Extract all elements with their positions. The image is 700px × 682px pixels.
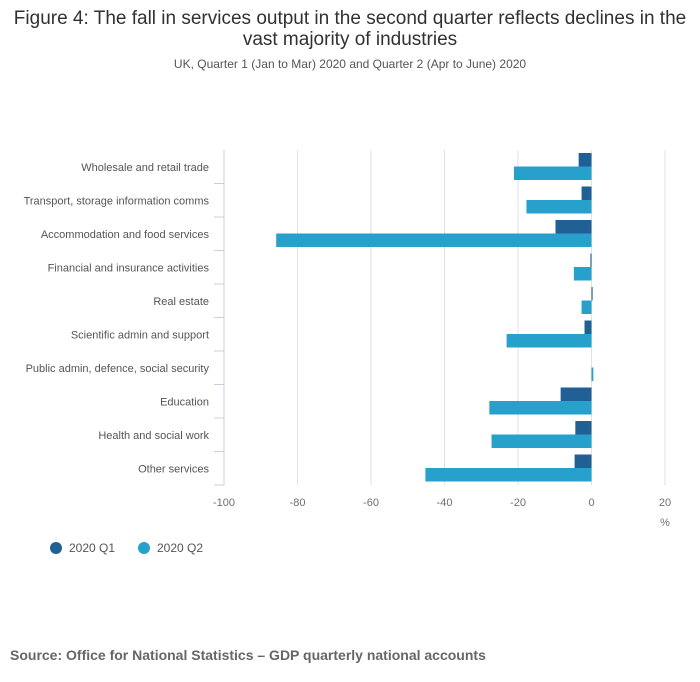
bar-q2 [581,300,592,314]
bar-q2 [526,200,592,214]
chart-title: Figure 4: The fall in services output in… [13,8,687,50]
bar-q2 [276,233,592,247]
category-label: Accommodation and food services [41,229,210,241]
category-label: Real estate [153,296,209,308]
bar-q1 [590,253,592,267]
x-axis-label: % [660,517,670,529]
legend-marker-q1 [50,542,62,554]
legend-marker-q2 [138,542,150,554]
legend-label-q1: 2020 Q1 [69,541,116,555]
bar-q1 [555,220,592,234]
category-label: Health and social work [98,430,209,442]
legend-label-q2: 2020 Q2 [157,541,204,555]
bar-q1 [575,421,592,435]
x-tick-label: 0 [588,497,594,509]
bar-q2 [506,334,592,348]
category-label: Financial and insurance activities [48,262,210,274]
bar-chart: -100 -80 -60 -40 -20 0 20% Wholesale and retail… [24,150,671,529]
x-tick-label: 20 [659,497,671,509]
source-note: Source: Office for National Statistics –… [10,647,486,663]
bar-q1 [581,186,592,200]
category-label: Education [160,396,209,408]
category-label: Other services [138,463,209,475]
bar-q2 [491,434,592,448]
bar-q2 [489,401,592,415]
category-label: Wholesale and retail trade [81,162,209,174]
chart-subtitle: UK, Quarter 1 (Jan to Mar) 2020 and Quar… [173,57,527,71]
x-tick-label: -20 [510,497,526,509]
x-tick-label: -40 [437,497,453,509]
category-label: Transport, storage information comms [24,195,210,207]
legend-item-q1: 2020 Q1 [50,541,115,555]
bar-q1 [560,387,592,401]
bar-q2 [591,367,594,381]
bar-q1 [584,320,592,334]
x-tick-label: -100 [213,497,235,509]
x-tick-label: -60 [363,497,379,509]
bar-q1 [574,454,592,468]
x-tick-label: -80 [290,497,306,509]
bar-q1 [591,287,593,301]
category-label: Scientific admin and support [71,329,209,341]
legend-item-q2: 2020 Q2 [138,541,203,555]
category-label: Public admin, defence, social security [26,363,210,375]
bar-q1 [578,153,592,167]
bar-q2 [425,468,592,482]
bar-q2 [573,267,592,281]
bar-q2 [513,166,592,180]
